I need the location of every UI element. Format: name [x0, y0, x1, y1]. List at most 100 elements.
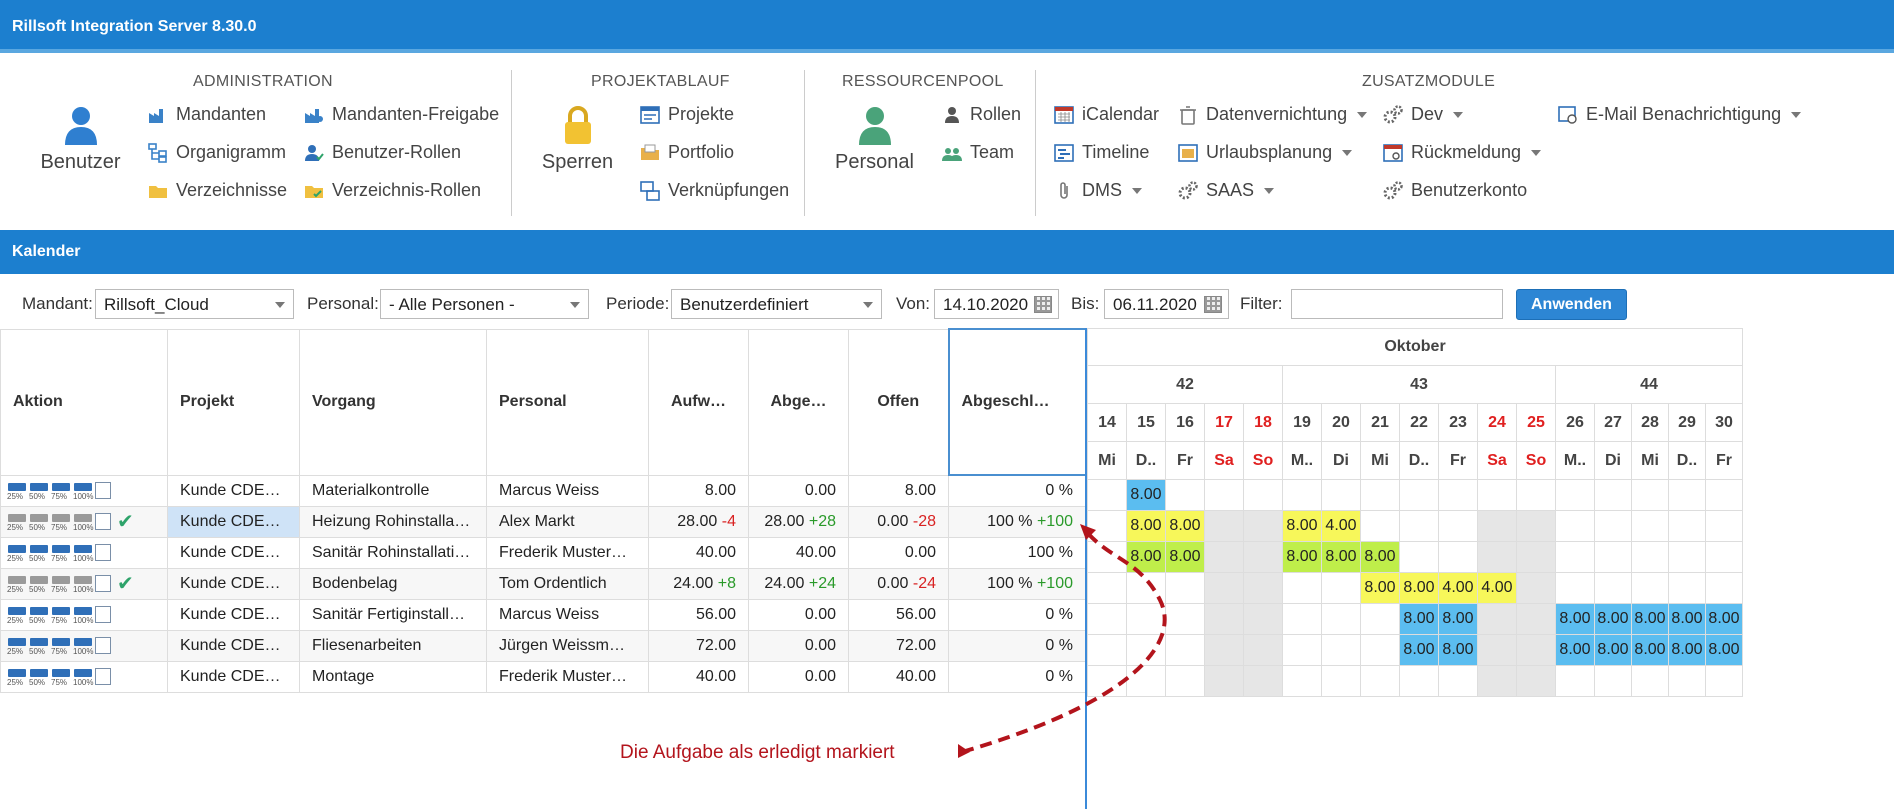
progress-100-icon[interactable]: 100%: [73, 605, 93, 625]
edit-icon[interactable]: [95, 668, 111, 685]
calendar-cell[interactable]: 8.00: [1165, 510, 1205, 542]
portfolio-button[interactable]: Portfolio: [640, 142, 734, 163]
calendar-cell[interactable]: [1282, 572, 1322, 604]
col-abgearbeitet[interactable]: Abge…: [748, 328, 849, 476]
table-row[interactable]: 25% 50% 75% 100% ✔ Kunde CDE… Bodenbelag Tom Or…: [0, 567, 1086, 600]
calendar-cell[interactable]: [1282, 603, 1322, 635]
progress-75-icon[interactable]: 75%: [51, 543, 71, 563]
calendar-cell[interactable]: [1165, 479, 1205, 511]
calendar-cell[interactable]: [1243, 634, 1283, 666]
calendar-cell[interactable]: [1165, 572, 1205, 604]
calendar-cell[interactable]: [1165, 634, 1205, 666]
calendar-cell[interactable]: [1321, 572, 1361, 604]
progress-100-icon[interactable]: 100%: [73, 667, 93, 687]
team-button[interactable]: Team: [942, 142, 1014, 163]
calendar-cell[interactable]: [1516, 665, 1556, 697]
progress-25-icon[interactable]: 25%: [7, 481, 27, 501]
table-row[interactable]: 25% 50% 75% 100% Kunde CDE… Montage Frederik M…: [0, 660, 1086, 693]
calendar-cell[interactable]: [1516, 541, 1556, 573]
table-row[interactable]: 25% 50% 75% 100% Kunde CDE… Materialkontrolle…: [0, 474, 1086, 507]
edit-icon[interactable]: [95, 513, 111, 530]
calendar-cell[interactable]: [1631, 665, 1669, 697]
personal-cell[interactable]: Frederik Muster…: [486, 660, 649, 693]
vorgang-cell[interactable]: Sanitär Rohinstallati…: [299, 536, 487, 569]
bis-date-input[interactable]: 06.11.2020: [1104, 289, 1229, 319]
progress-50-icon[interactable]: 50%: [29, 481, 49, 501]
calendar-cell[interactable]: [1087, 603, 1127, 635]
calendar-cell[interactable]: [1594, 665, 1632, 697]
aufwand-cell[interactable]: 40.00: [648, 660, 749, 693]
calendar-cell[interactable]: [1399, 665, 1439, 697]
anwenden-button[interactable]: Anwenden: [1516, 289, 1627, 320]
col-personal[interactable]: Personal: [486, 328, 649, 476]
organigramm-button[interactable]: Organigramm: [148, 142, 286, 163]
progress-25-icon[interactable]: 25%: [7, 605, 27, 625]
vorgang-cell[interactable]: Heizung Rohinstalla…: [299, 505, 487, 538]
aufwand-cell[interactable]: 8.00: [648, 474, 749, 507]
offen-cell[interactable]: 72.00: [848, 629, 949, 662]
calendar-cell[interactable]: 8.00: [1126, 510, 1166, 542]
calendar-cell[interactable]: [1204, 510, 1244, 542]
personal-cell[interactable]: Frederik Muster…: [486, 536, 649, 569]
calendar-cell[interactable]: [1516, 479, 1556, 511]
checkmark-icon[interactable]: ✔: [117, 573, 134, 595]
progress-100-icon[interactable]: 100%: [73, 481, 93, 501]
calendar-cell[interactable]: [1321, 634, 1361, 666]
benutzer-button[interactable]: Benutzer: [38, 105, 123, 174]
calendar-cell[interactable]: [1477, 603, 1517, 635]
personal-cell[interactable]: Marcus Weiss: [486, 598, 649, 631]
projekte-button[interactable]: Projekte: [640, 104, 734, 125]
calendar-cell[interactable]: [1477, 510, 1517, 542]
calendar-cell[interactable]: [1243, 603, 1283, 635]
progress-100-icon[interactable]: 100%: [73, 543, 93, 563]
abgeschlossen-cell[interactable]: 0 %: [948, 660, 1086, 693]
dms-button[interactable]: DMS: [1054, 180, 1142, 201]
calendar-cell[interactable]: [1360, 603, 1400, 635]
calendar-picker-icon[interactable]: [1204, 296, 1222, 313]
progress-25-icon[interactable]: 25%: [7, 574, 27, 594]
abgeschlossen-cell[interactable]: 100 %: [948, 536, 1086, 569]
calendar-cell[interactable]: [1204, 541, 1244, 573]
offen-cell[interactable]: 0.00 -28: [848, 505, 949, 538]
mandant-select[interactable]: Rillsoft_Cloud: [95, 289, 294, 319]
progress-100-icon[interactable]: 100%: [73, 512, 93, 532]
col-aktion[interactable]: Aktion: [0, 328, 168, 476]
periode-select[interactable]: Benutzerdefiniert: [671, 289, 882, 319]
calendar-cell[interactable]: 8.00: [1555, 634, 1595, 666]
calendar-cell[interactable]: 8.00: [1360, 541, 1400, 573]
pane-splitter[interactable]: [1085, 328, 1087, 809]
calendar-cell[interactable]: [1516, 572, 1556, 604]
col-projekt[interactable]: Projekt: [167, 328, 300, 476]
abgeschlossen-cell[interactable]: 100 % +100: [948, 567, 1086, 600]
vorgang-cell[interactable]: Materialkontrolle: [299, 474, 487, 507]
calendar-picker-icon[interactable]: [1034, 296, 1052, 313]
progress-50-icon[interactable]: 50%: [29, 543, 49, 563]
progress-100-icon[interactable]: 100%: [73, 574, 93, 594]
calendar-cell[interactable]: 8.00: [1126, 541, 1166, 573]
calendar-cell[interactable]: 8.00: [1399, 572, 1439, 604]
progress-25-icon[interactable]: 25%: [7, 667, 27, 687]
calendar-cell[interactable]: [1477, 541, 1517, 573]
progress-50-icon[interactable]: 50%: [29, 574, 49, 594]
email-benachrichtigung-button[interactable]: E-Mail Benachrichtigung: [1558, 104, 1802, 125]
benutzer-rollen-button[interactable]: Benutzer-Rollen: [304, 142, 461, 163]
table-row[interactable]: 25% 50% 75% 100% Kunde CDE… Sanitär Fertigins…: [0, 598, 1086, 631]
calendar-cell[interactable]: [1705, 541, 1743, 573]
projekt-cell[interactable]: Kunde CDE…: [167, 598, 300, 631]
calendar-cell[interactable]: [1705, 572, 1743, 604]
calendar-cell[interactable]: [1668, 665, 1706, 697]
calendar-cell[interactable]: [1360, 665, 1400, 697]
calendar-cell[interactable]: [1126, 665, 1166, 697]
calendar-cell[interactable]: [1477, 479, 1517, 511]
calendar-cell[interactable]: 8.00: [1705, 603, 1743, 635]
calendar-cell[interactable]: 4.00: [1321, 510, 1361, 542]
calendar-cell[interactable]: [1555, 479, 1595, 511]
calendar-cell[interactable]: [1204, 665, 1244, 697]
progress-25-icon[interactable]: 25%: [7, 636, 27, 656]
personal-button[interactable]: Personal: [832, 105, 917, 174]
calendar-cell[interactable]: [1399, 541, 1439, 573]
calendar-cell[interactable]: 8.00: [1631, 603, 1669, 635]
calendar-cell[interactable]: [1438, 665, 1478, 697]
calendar-cell[interactable]: [1477, 634, 1517, 666]
calendar-cell[interactable]: 8.00: [1668, 603, 1706, 635]
